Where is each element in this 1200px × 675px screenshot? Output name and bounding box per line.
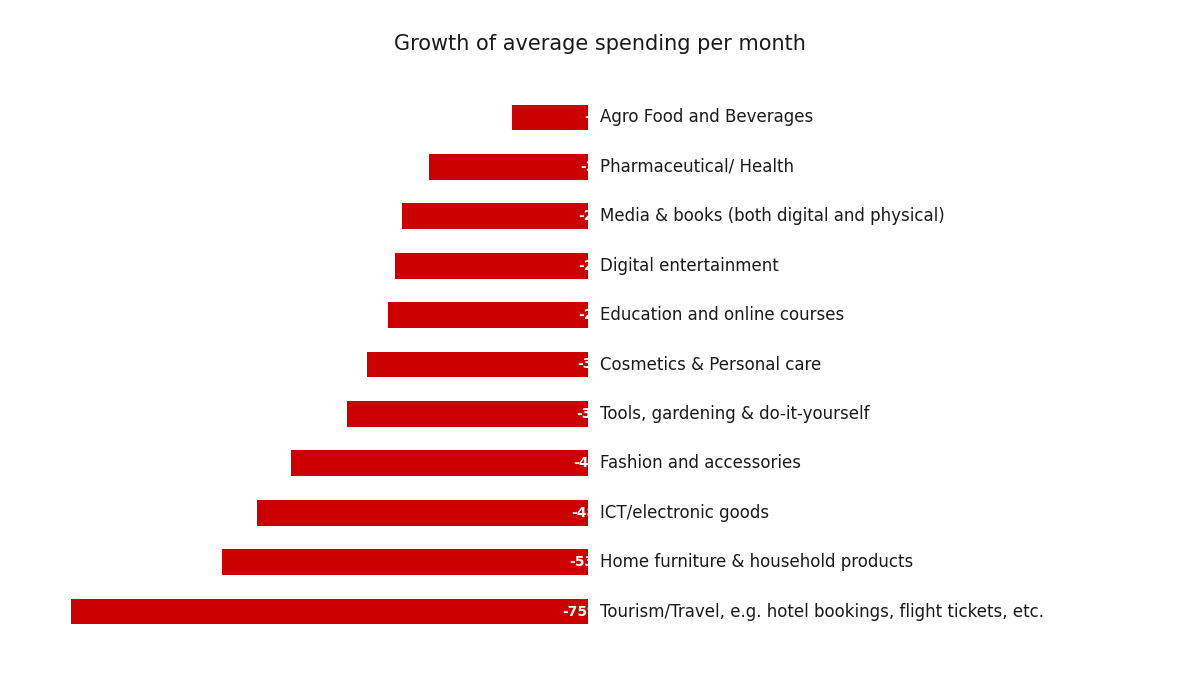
Text: Agro Food and Beverages: Agro Food and Beverages: [600, 109, 814, 126]
Text: -28%: -28%: [578, 259, 618, 273]
Text: Tools, gardening & do-it-yourself: Tools, gardening & do-it-yourself: [600, 405, 870, 423]
Bar: [222, 549, 588, 575]
Text: -35%: -35%: [576, 407, 616, 421]
Text: Education and online courses: Education and online courses: [600, 306, 845, 324]
Text: -11%: -11%: [584, 111, 624, 124]
Text: -53%: -53%: [570, 555, 608, 569]
Text: Growth of average spending per month: Growth of average spending per month: [394, 34, 806, 54]
Text: Fashion and accessories: Fashion and accessories: [600, 454, 802, 472]
Bar: [402, 203, 588, 229]
Bar: [292, 450, 588, 476]
Bar: [367, 352, 588, 377]
Text: -48%: -48%: [571, 506, 611, 520]
Text: -29%: -29%: [578, 308, 617, 322]
Text: Tourism/Travel, e.g. hotel bookings, flight tickets, etc.: Tourism/Travel, e.g. hotel bookings, fli…: [600, 603, 1044, 620]
Text: Pharmaceutical/ Health: Pharmaceutical/ Health: [600, 158, 794, 176]
Text: Digital entertainment: Digital entertainment: [600, 256, 779, 275]
Text: -43%: -43%: [574, 456, 612, 470]
Text: ICT/electronic goods: ICT/electronic goods: [600, 504, 769, 522]
Bar: [395, 253, 588, 279]
Bar: [512, 105, 588, 130]
Bar: [347, 401, 588, 427]
Text: -27%: -27%: [578, 209, 618, 223]
Bar: [430, 154, 588, 180]
Text: -32%: -32%: [577, 358, 616, 371]
Text: Media & books (both digital and physical): Media & books (both digital and physical…: [600, 207, 944, 225]
Text: Cosmetics & Personal care: Cosmetics & Personal care: [600, 356, 821, 373]
Bar: [71, 599, 588, 624]
Bar: [388, 302, 588, 328]
Text: -75%: -75%: [562, 605, 601, 618]
Bar: [257, 500, 588, 526]
Text: Home furniture & household products: Home furniture & household products: [600, 554, 913, 571]
Text: -23%: -23%: [580, 160, 619, 174]
